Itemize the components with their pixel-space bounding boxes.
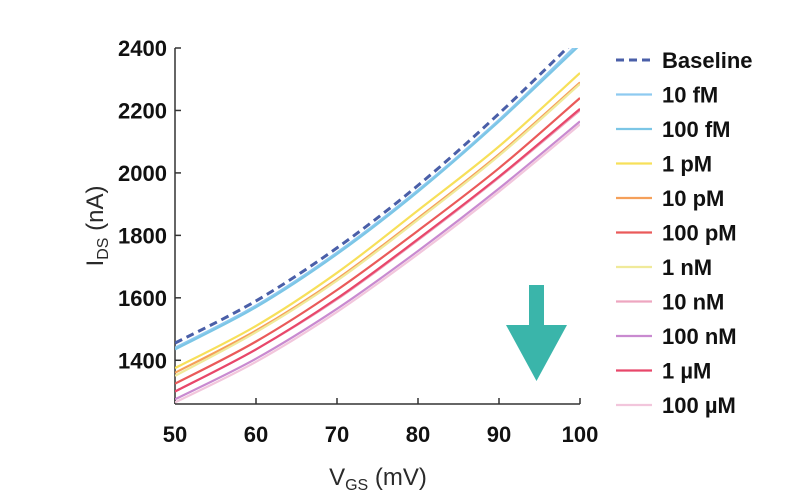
series-line-100-nm [175,120,580,401]
x-axis-title-main: V [329,464,345,491]
y-axis-title-main: I [82,260,109,267]
x-axis-title-unit: (mV) [368,464,427,491]
series-line-10-pm [175,81,580,374]
legend: Baseline 10 fM 100 fM 1 pM 10 pM 100 pM 1 nM 10… [616,48,753,418]
y-tick-label: 1800 [118,223,167,248]
y-tick-label: 2000 [118,161,167,186]
series-line-1-pm [175,72,580,370]
legend-label-10-pm: 10 pM [662,186,724,211]
y-tick-label: 2200 [118,98,167,123]
trend-arrow [506,285,567,381]
series-line-100-fm [175,48,579,351]
legend-label-10-fm: 10 fM [662,83,718,108]
x-axis-title: VGS (mV) [329,464,427,494]
trend-arrow-head [506,325,567,381]
trend-arrow-shaft [529,285,544,327]
x-tick-label: 90 [487,422,511,447]
axes: 50 60 70 80 90 100 1400 1600 1800 2000 2200 2400 [118,36,598,447]
y-tick-label: 1400 [118,348,167,373]
series-line-baseline [175,48,570,345]
x-axis-title-sub: GS [345,477,368,494]
legend-label-100-pm: 100 pM [662,221,737,246]
series-line-10-fm [175,48,576,349]
x-ticks: 50 60 70 80 90 100 [163,398,599,447]
y-tick-label: 1600 [118,286,167,311]
series-line-1-nm [175,83,580,377]
legend-label-1-pm: 1 pM [662,152,712,177]
legend-label-1-nm: 1 nM [662,255,712,280]
x-tick-label: 70 [325,422,349,447]
series-layer [175,48,580,404]
series-line-100-pm [175,97,580,385]
legend-label-1-um: 1 µM [662,359,711,384]
y-axis-title: IDS (nA) [82,186,112,267]
x-tick-label: 80 [406,422,430,447]
y-tick-label: 2400 [118,36,167,61]
legend-label-100-um: 100 µM [662,393,736,418]
y-axis-title-unit: (nA) [82,186,109,238]
x-tick-label: 60 [244,422,268,447]
legend-label-100-nm: 100 nM [662,324,737,349]
x-tick-label: 100 [562,422,599,447]
series-line-1-um [175,108,580,393]
x-tick-label: 50 [163,422,187,447]
legend-label-baseline: Baseline [662,48,753,73]
y-axis-title-sub: DS [95,238,112,260]
legend-label-100-fm: 100 fM [662,117,730,142]
y-ticks: 1400 1600 1800 2000 2200 2400 [118,36,181,373]
series-line-100-um [175,123,580,404]
legend-label-10-nm: 10 nM [662,290,724,315]
